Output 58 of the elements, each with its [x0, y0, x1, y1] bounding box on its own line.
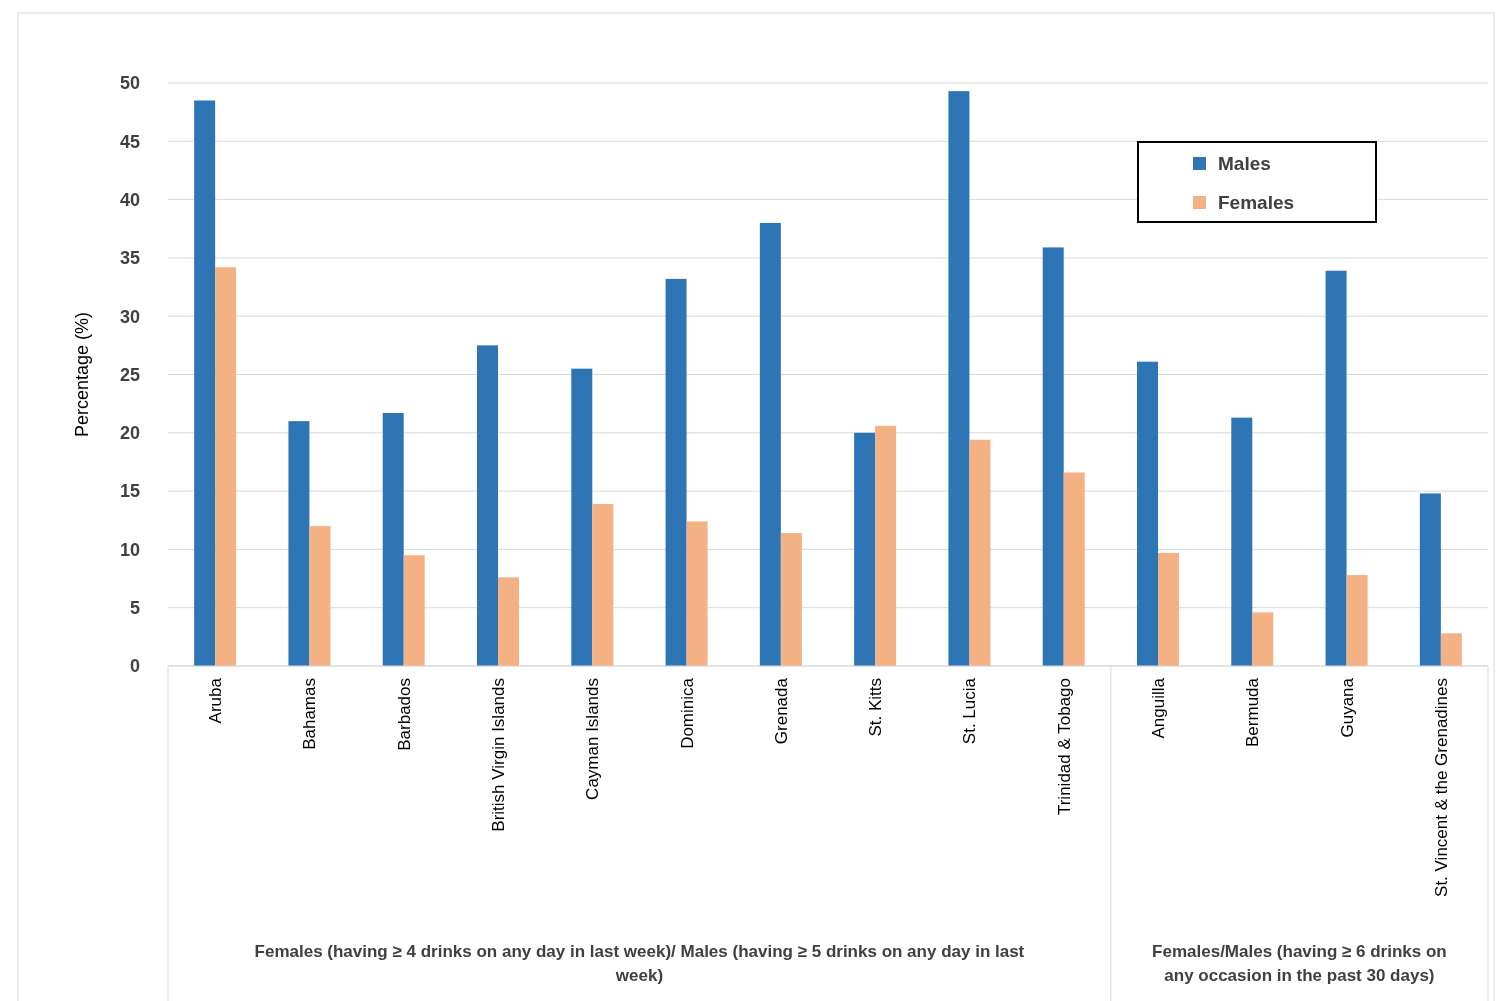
bar — [498, 577, 519, 666]
bar — [309, 526, 331, 666]
bar — [854, 432, 876, 666]
legend-label: Males — [1218, 152, 1271, 174]
bar — [571, 368, 593, 666]
bar — [382, 412, 404, 666]
bar — [477, 345, 498, 666]
bar — [875, 425, 897, 666]
bar — [403, 555, 425, 666]
bar — [780, 533, 802, 666]
y-tick-label: 10 — [119, 539, 140, 560]
bar — [665, 278, 687, 666]
bar — [194, 100, 216, 666]
bar — [1325, 270, 1347, 666]
bar — [1231, 417, 1253, 666]
y-tick-label: 5 — [129, 598, 140, 618]
y-tick-label: 40 — [119, 189, 140, 210]
bar — [592, 503, 614, 666]
x-tick-label: Guyana — [1337, 677, 1357, 738]
bar — [1346, 575, 1368, 666]
bar — [288, 421, 310, 666]
bar — [1252, 612, 1274, 666]
y-tick-label: 30 — [119, 306, 140, 327]
y-tick-label: 25 — [119, 364, 140, 385]
y-tick-label: 45 — [119, 131, 140, 152]
y-axis-title: Percentage (%) — [72, 311, 92, 438]
bar — [686, 521, 708, 666]
x-tick-label: Aruba — [206, 677, 226, 724]
bar — [1158, 552, 1179, 666]
bar — [215, 267, 237, 666]
x-tick-label: St. Vincent & the Grenadines — [1431, 678, 1451, 897]
x-tick-label: Grenada — [771, 677, 791, 745]
bar — [759, 222, 781, 666]
bar — [1419, 493, 1441, 666]
text: Females (having ≥ 4 drinks on any day in last week)/ Males (having ≥ 5 drinks on any day in last week) — [254, 942, 1025, 985]
bar — [969, 439, 991, 666]
legend-label: Females — [1218, 191, 1295, 213]
x-tick-label: St. Lucia — [960, 677, 980, 745]
x-tick-label: Dominica — [677, 677, 697, 749]
y-tick-label: 15 — [119, 481, 140, 502]
y-tick-label: 35 — [119, 248, 140, 269]
x-tick-label: Cayman Islands — [583, 678, 603, 800]
bar — [1063, 472, 1085, 666]
bar — [948, 91, 970, 666]
bar — [1042, 247, 1064, 666]
bar — [1137, 361, 1158, 666]
x-tick-label: Trinidad & Tobago — [1054, 678, 1074, 816]
y-tick-label: 0 — [129, 656, 140, 677]
x-tick-label: Anguilla — [1149, 677, 1168, 739]
x-tick-label: St. Kitts — [866, 678, 886, 737]
y-tick-label: 50 — [119, 73, 140, 94]
x-tick-label: British Virgin Islands — [489, 678, 508, 832]
y-tick-label: 20 — [119, 423, 140, 444]
x-tick-label: Barbados — [394, 678, 414, 751]
bar — [1440, 633, 1462, 666]
x-tick-label: Bermuda — [1243, 677, 1263, 747]
text: Females/Males (having ≥ 6 drinks on any occasion in the past 30 days) — [1152, 942, 1447, 985]
x-tick-label: Bahamas — [300, 678, 320, 750]
